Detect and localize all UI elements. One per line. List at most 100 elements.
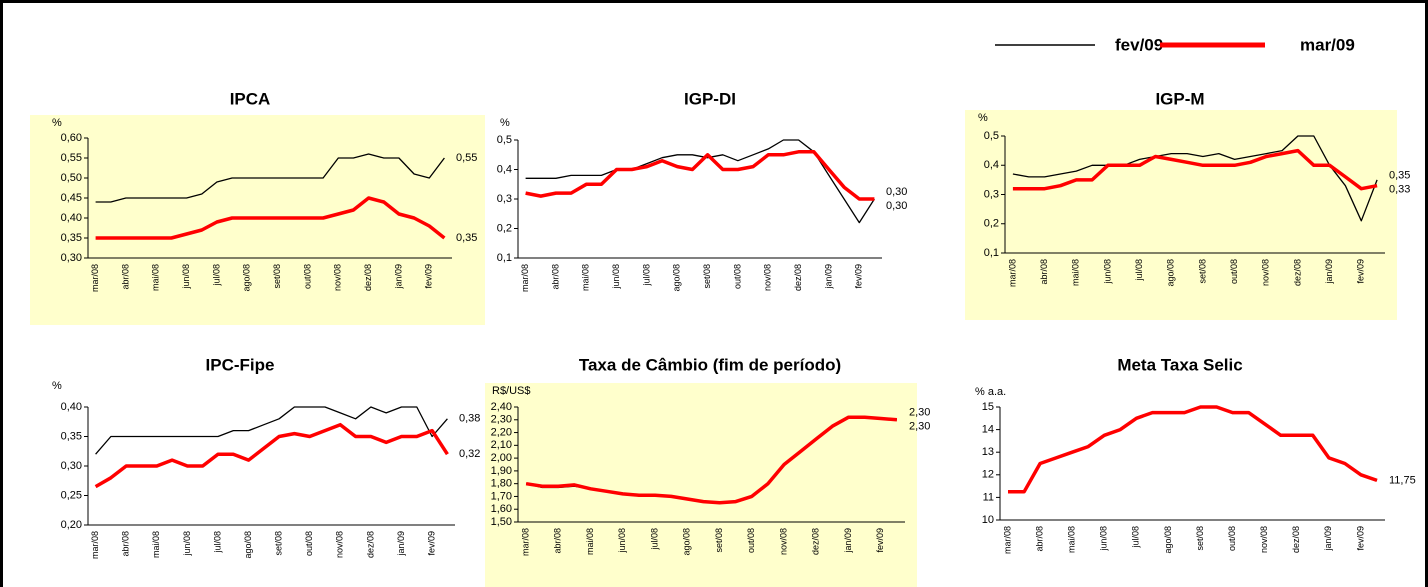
y-tick-label: 2,40 [491, 401, 512, 413]
y-tick-label: 0,30 [61, 252, 82, 264]
y-tick-label: 2,10 [491, 439, 512, 451]
chart-background [30, 115, 485, 325]
y-tick-label: 1,80 [491, 478, 512, 490]
y-tick-label: 0,55 [61, 152, 82, 164]
x-tick-label: ago/08 [1163, 526, 1173, 554]
y-tick-label: 2,00 [491, 452, 512, 464]
chart-background [965, 110, 1397, 320]
x-tick-label: jul/08 [212, 531, 222, 554]
series-line [94, 422, 449, 489]
value-label: 11,75 [1389, 474, 1416, 486]
x-tick-label: fev/09 [875, 528, 885, 553]
y-tick-label: 0,4 [984, 159, 999, 171]
x-tick-label: jan/09 [843, 528, 853, 554]
value-label: 0,38 [459, 413, 480, 425]
x-tick-label: mai/08 [151, 531, 161, 558]
series-line [95, 196, 446, 240]
x-tick-label: out/08 [1227, 526, 1237, 551]
x-tick-label: abr/08 [120, 264, 130, 290]
chart-title: IGP-M [1155, 89, 1204, 108]
x-tick-label: set/08 [272, 264, 282, 289]
value-label: 0,33 [1389, 184, 1410, 196]
y-tick-label: 0,3 [497, 193, 512, 205]
x-tick-label: mar/08 [1007, 259, 1017, 287]
x-tick-label: mar/08 [90, 531, 100, 559]
series-line [525, 415, 898, 505]
x-tick-label: out/08 [302, 264, 312, 289]
x-tick-label: abr/08 [553, 528, 563, 554]
chart-title: IPCA [230, 89, 271, 108]
y-tick-label: 0,30 [61, 460, 82, 472]
y-tick-label: 1,60 [491, 503, 512, 515]
x-tick-label: dez/08 [1292, 259, 1302, 286]
y-tick-label: 15 [982, 401, 994, 413]
x-tick-label: jul/08 [1134, 259, 1144, 282]
y-tick-label: 0,40 [61, 212, 82, 224]
y-tick-label: 1,70 [491, 490, 512, 502]
y-tick-label: 2,20 [491, 426, 512, 438]
y-tick-label: 0,1 [497, 252, 512, 264]
series-line [1012, 135, 1378, 222]
x-tick-label: fev/09 [426, 531, 436, 556]
x-tick-label: fev/09 [424, 264, 434, 289]
y-axis-label: % a.a. [975, 386, 1006, 398]
x-tick-label: jul/08 [1131, 526, 1141, 549]
y-tick-label: 0,4 [497, 163, 512, 175]
x-tick-label: fev/09 [1355, 526, 1365, 551]
series-line [95, 406, 448, 455]
y-tick-label: 0,50 [61, 172, 82, 184]
y-tick-label: 1,90 [491, 465, 512, 477]
x-tick-label: nov/08 [333, 264, 343, 291]
x-tick-label: out/08 [304, 531, 314, 556]
x-tick-label: dez/08 [365, 531, 375, 558]
y-axis-label: % [500, 117, 510, 129]
x-tick-label: mar/08 [520, 528, 530, 556]
chart-title: IPC-Fipe [206, 355, 275, 374]
x-tick-label: abr/08 [550, 264, 560, 290]
x-tick-label: ago/08 [242, 264, 252, 292]
x-tick-label: abr/08 [1034, 526, 1044, 552]
x-tick-label: jan/09 [1324, 259, 1334, 285]
x-tick-label: out/08 [732, 264, 742, 289]
y-tick-label: 0,35 [61, 430, 82, 442]
value-label: 0,35 [1389, 170, 1410, 182]
x-tick-label: mai/08 [1067, 526, 1077, 553]
x-tick-label: jan/09 [823, 264, 833, 290]
x-tick-label: jun/08 [611, 264, 621, 290]
y-axis-label: % [52, 380, 62, 392]
y-tick-label: 0,5 [497, 134, 512, 146]
x-tick-label: jun/08 [181, 264, 191, 290]
y-tick-label: 0,2 [497, 222, 512, 234]
y-tick-label: 0,2 [984, 218, 999, 230]
x-tick-label: jan/09 [393, 264, 403, 290]
x-tick-label: nov/08 [778, 528, 788, 555]
y-tick-label: 0,25 [61, 489, 82, 501]
x-tick-label: jul/08 [211, 264, 221, 287]
x-tick-label: jan/09 [1323, 526, 1333, 552]
x-tick-label: set/08 [714, 528, 724, 553]
x-tick-label: dez/08 [793, 264, 803, 291]
chart-title: Meta Taxa Selic [1117, 355, 1242, 374]
x-tick-label: fev/09 [1356, 259, 1366, 284]
x-tick-label: nov/08 [1261, 259, 1271, 286]
series-line [95, 153, 445, 203]
x-tick-label: jun/08 [1099, 526, 1109, 552]
y-axis-label: R$/US$ [492, 385, 531, 397]
x-tick-label: ago/08 [682, 528, 692, 556]
y-tick-label: 1,50 [491, 516, 512, 528]
x-tick-label: jun/08 [617, 528, 627, 554]
y-tick-label: 2,30 [491, 414, 512, 426]
x-tick-label: jan/09 [396, 531, 406, 557]
x-tick-label: nov/08 [1259, 526, 1269, 553]
x-tick-label: set/08 [1197, 259, 1207, 284]
x-tick-label: ago/08 [1166, 259, 1176, 287]
x-tick-label: out/08 [1229, 259, 1239, 284]
x-tick-label: mar/08 [90, 264, 100, 292]
y-axis-label: % [978, 112, 988, 124]
series-line [1012, 148, 1378, 191]
value-label: 0,35 [456, 232, 477, 244]
x-tick-label: dez/08 [1291, 526, 1301, 553]
y-tick-label: 0,40 [61, 401, 82, 413]
